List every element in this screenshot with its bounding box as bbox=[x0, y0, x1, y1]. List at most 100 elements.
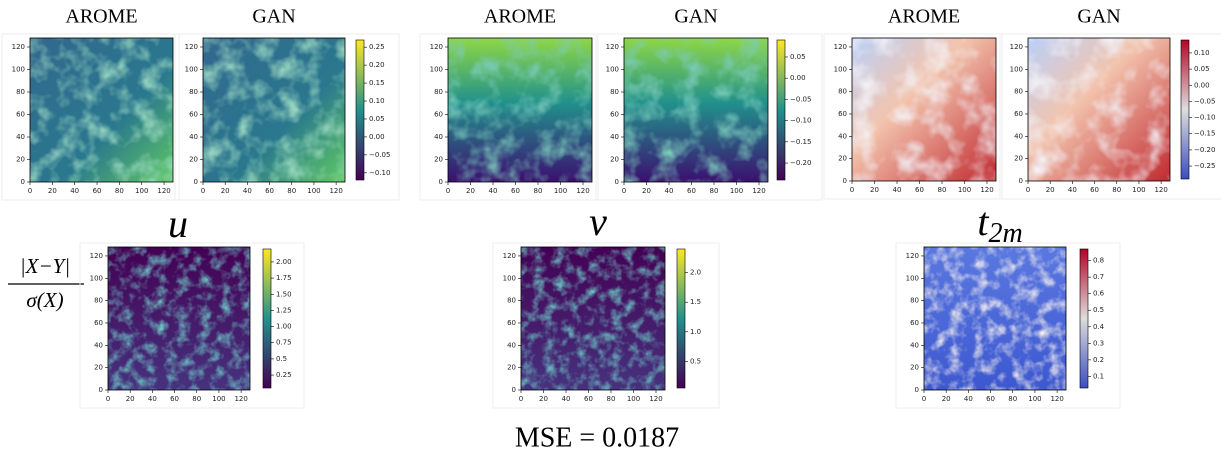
colorbar-tick-label: −0.10 bbox=[790, 117, 811, 125]
x-tick-label: 100 bbox=[730, 187, 743, 195]
colorbar-tick-label: 0.5 bbox=[276, 355, 287, 363]
y-tick-label: 0 bbox=[615, 178, 619, 186]
heatmap-texture bbox=[30, 38, 173, 182]
y-tick-label: 120 bbox=[90, 252, 103, 260]
colorbar-tick-label: 0.1 bbox=[1093, 372, 1104, 380]
plot-frame-shadow bbox=[419, 33, 599, 201]
colorbar-tick-label: 0.25 bbox=[276, 371, 292, 379]
x-tick-label: 20 bbox=[221, 187, 230, 195]
colorbar-tick-label: 0.10 bbox=[369, 97, 385, 105]
y-tick-label: 20 bbox=[434, 156, 443, 164]
variable-symbol-base: v bbox=[589, 199, 607, 244]
colorbar-tick-label: 0.15 bbox=[369, 79, 385, 87]
y-tick-label: 60 bbox=[189, 111, 198, 119]
x-tick-label: 60 bbox=[1090, 186, 1099, 194]
x-tick-label: 20 bbox=[126, 395, 135, 403]
colorbar-tick-label: 0.20 bbox=[369, 61, 385, 69]
x-tick-label: 60 bbox=[584, 395, 593, 403]
colorbar-tick-label: 1.50 bbox=[276, 290, 292, 298]
variable-symbol: u bbox=[168, 201, 188, 246]
plot-frame-shadow bbox=[79, 242, 305, 409]
y-tick-label: 100 bbox=[12, 66, 25, 74]
x-tick-label: 100 bbox=[958, 186, 971, 194]
colorbar-tick-label: 0.00 bbox=[1194, 81, 1210, 89]
x-tick-label: 40 bbox=[489, 187, 498, 195]
x-tick-label: 100 bbox=[554, 187, 567, 195]
y-tick-label: 0 bbox=[512, 386, 516, 394]
colorbar-tick-label: 0.5 bbox=[690, 357, 701, 365]
colorbar-tick-label: 1.75 bbox=[276, 274, 292, 282]
y-tick-label: 80 bbox=[434, 88, 443, 96]
y-tick-label: 20 bbox=[910, 364, 919, 372]
x-tick-label: 120 bbox=[1050, 395, 1063, 403]
y-tick-label: 60 bbox=[1014, 110, 1023, 118]
x-tick-label: 0 bbox=[106, 395, 110, 403]
y-tick-label: 80 bbox=[189, 88, 198, 96]
colorbar-tick-label: −0.10 bbox=[1194, 114, 1215, 122]
panel-title: AROME bbox=[888, 6, 960, 28]
y-tick-label: 20 bbox=[838, 155, 847, 163]
x-tick-label: 80 bbox=[1008, 395, 1017, 403]
y-tick-label: 100 bbox=[906, 274, 919, 282]
heatmap-texture bbox=[448, 38, 592, 182]
y-tick-label: 40 bbox=[507, 341, 516, 349]
y-tick-label: 80 bbox=[507, 297, 516, 305]
plot-frame-shadow bbox=[492, 242, 720, 409]
x-tick-label: 100 bbox=[1132, 186, 1145, 194]
colorbar-tick-label: 1.5 bbox=[690, 298, 701, 306]
x-tick-label: 100 bbox=[212, 395, 225, 403]
colorbar-tick-label: 1.0 bbox=[690, 328, 701, 336]
heatmap-texture bbox=[852, 38, 996, 181]
x-tick-label: 80 bbox=[938, 186, 947, 194]
y-tick-label: 40 bbox=[610, 133, 619, 141]
x-tick-label: 60 bbox=[915, 186, 924, 194]
heatmap-texture bbox=[924, 247, 1066, 390]
x-tick-label: 80 bbox=[607, 395, 616, 403]
y-tick-label: 120 bbox=[906, 252, 919, 260]
y-tick-label: 40 bbox=[434, 133, 443, 141]
y-tick-label: 80 bbox=[16, 88, 25, 96]
plot-frame-shadow bbox=[895, 242, 1121, 409]
colorbar bbox=[1079, 248, 1089, 389]
x-tick-label: 80 bbox=[534, 187, 543, 195]
variable-symbol-base: t bbox=[977, 199, 989, 244]
panel-title: GAN bbox=[252, 6, 295, 28]
plot-frame-shadow bbox=[595, 33, 823, 201]
x-tick-label: 20 bbox=[539, 395, 548, 403]
x-tick-label: 20 bbox=[942, 395, 951, 403]
x-tick-label: 60 bbox=[265, 187, 274, 195]
y-tick-label: 20 bbox=[610, 156, 619, 164]
colorbar-tick-label: 1.00 bbox=[276, 323, 292, 331]
colorbar-tick-label: 0.00 bbox=[790, 74, 806, 82]
x-tick-label: 100 bbox=[1028, 395, 1041, 403]
colorbar-tick-label: −0.05 bbox=[369, 151, 390, 159]
y-tick-label: 100 bbox=[834, 65, 847, 73]
colorbar-tick-label: 0.75 bbox=[276, 339, 292, 347]
y-tick-label: 120 bbox=[834, 43, 847, 51]
y-tick-label: 0 bbox=[99, 386, 103, 394]
x-tick-label: 40 bbox=[70, 187, 79, 195]
x-tick-label: 80 bbox=[192, 395, 201, 403]
plot-frame bbox=[202, 37, 346, 183]
colorbar-tick-label: 0.05 bbox=[1194, 65, 1210, 73]
x-tick-label: 40 bbox=[562, 395, 571, 403]
colorbar-tick-label: −0.15 bbox=[790, 138, 811, 146]
x-tick-label: 0 bbox=[446, 187, 450, 195]
colorbar bbox=[776, 39, 786, 181]
plot-frame bbox=[29, 37, 174, 183]
x-tick-label: 120 bbox=[649, 395, 662, 403]
y-tick-label: 0 bbox=[439, 178, 443, 186]
x-tick-label: 60 bbox=[93, 187, 102, 195]
plot-frame-shadow bbox=[1, 33, 180, 201]
x-tick-label: 120 bbox=[752, 187, 765, 195]
y-tick-label: 120 bbox=[606, 43, 619, 51]
y-tick-label: 60 bbox=[610, 111, 619, 119]
colorbar-tick-label: 0.8 bbox=[1093, 257, 1104, 265]
y-tick-label: 60 bbox=[507, 319, 516, 327]
y-tick-label: 60 bbox=[434, 111, 443, 119]
x-tick-label: 80 bbox=[1112, 186, 1121, 194]
colorbar-tick-label: 0.5 bbox=[1093, 306, 1104, 314]
plot-frame-shadow bbox=[999, 33, 1221, 200]
row-label-numerator: |X−Y| bbox=[20, 254, 70, 278]
y-tick-label: 20 bbox=[94, 364, 103, 372]
